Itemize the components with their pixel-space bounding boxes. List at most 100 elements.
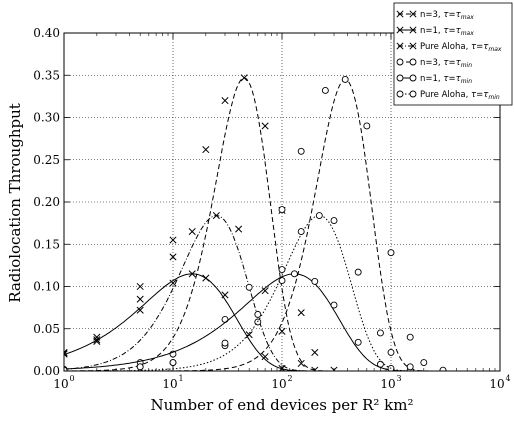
data-point xyxy=(235,225,243,233)
x-tick-exponent: 4 xyxy=(505,374,510,383)
data-point xyxy=(64,366,68,371)
data-point xyxy=(354,338,362,346)
x-tick-label: 10 xyxy=(53,377,68,391)
legend-marker xyxy=(409,42,417,50)
data-point xyxy=(297,309,305,317)
data-point xyxy=(261,287,269,295)
data-point xyxy=(341,76,349,83)
y-axis-title: Radiolocation Throughput xyxy=(6,103,24,303)
y-tick-label: 0.10 xyxy=(33,280,60,294)
y-tick-label: 0.00 xyxy=(33,364,60,378)
data-point xyxy=(290,270,298,278)
data-point xyxy=(311,366,319,371)
data-point xyxy=(202,274,210,282)
data-point xyxy=(188,270,196,278)
x-tick-exponent: 0 xyxy=(69,374,74,383)
data-point xyxy=(387,249,395,257)
legend-marker xyxy=(409,58,417,66)
data-point xyxy=(376,329,384,337)
x-axis-title: Number of end devices per R² km² xyxy=(151,396,414,414)
data-point xyxy=(254,310,262,318)
legend-marker xyxy=(396,26,404,34)
legend-label: Pure Aloha, τ=τmax xyxy=(420,42,502,53)
data-point xyxy=(169,279,177,287)
plot-frame xyxy=(63,32,501,372)
data-point xyxy=(212,211,220,220)
y-tick-label: 0.15 xyxy=(33,237,60,251)
data-point xyxy=(420,359,428,366)
data-point xyxy=(169,236,177,244)
data-point xyxy=(261,353,269,361)
data-point xyxy=(245,331,253,339)
data-point xyxy=(245,283,253,291)
y-tick-label: 0.25 xyxy=(33,153,60,167)
legend-label: n=3, τ=τmin xyxy=(420,58,472,69)
data-point xyxy=(93,337,101,345)
legend-marker xyxy=(409,74,417,82)
data-point xyxy=(136,282,144,291)
data-point xyxy=(406,333,414,341)
data-point xyxy=(64,349,68,357)
data-point xyxy=(297,359,305,367)
series-2 xyxy=(64,211,500,371)
legend-label: Pure Aloha, τ=τmin xyxy=(420,90,500,101)
legend-label: n=3, τ=τmax xyxy=(420,10,474,21)
series-line xyxy=(64,77,500,371)
data-point xyxy=(169,253,177,261)
data-point xyxy=(278,266,286,274)
data-point xyxy=(315,212,323,219)
data-point xyxy=(354,268,362,276)
y-tick-label: 0.35 xyxy=(33,68,60,82)
legend-marker xyxy=(396,90,404,98)
data-point xyxy=(330,366,338,371)
y-tick-label: 0.40 xyxy=(33,26,60,40)
legend-marker xyxy=(409,10,417,18)
data-point xyxy=(278,277,286,285)
x-tick-label: 10 xyxy=(271,377,286,391)
y-tick-label: 0.30 xyxy=(33,111,60,125)
data-point xyxy=(311,348,319,356)
y-tick-label: 0.05 xyxy=(33,322,60,336)
data-point xyxy=(136,306,144,314)
data-point xyxy=(406,363,414,371)
series-line xyxy=(64,273,500,371)
data-point xyxy=(321,87,329,94)
data-point xyxy=(64,348,68,356)
data-point xyxy=(221,339,229,347)
data-point xyxy=(387,348,395,356)
legend-label: n=1, τ=τmax xyxy=(420,26,474,37)
series-1 xyxy=(64,270,500,371)
series-5 xyxy=(64,212,500,371)
legend-box xyxy=(393,2,513,106)
legend-marker xyxy=(409,90,417,98)
data-point xyxy=(297,228,305,236)
x-tick-exponent: 1 xyxy=(178,374,183,383)
series-0 xyxy=(64,74,500,371)
legend-marker xyxy=(396,74,404,82)
data-point xyxy=(311,277,319,285)
legend-marker xyxy=(409,26,417,34)
legend-marker xyxy=(396,42,404,50)
x-tick-label: 10 xyxy=(380,377,395,391)
series-line xyxy=(64,214,500,371)
data-point xyxy=(202,146,210,154)
data-point xyxy=(439,366,447,371)
data-point xyxy=(64,350,68,358)
data-point xyxy=(330,217,338,225)
data-point xyxy=(261,122,269,130)
data-point xyxy=(363,122,371,130)
x-tick-exponent: 3 xyxy=(396,374,401,383)
data-point xyxy=(330,301,338,309)
data-point xyxy=(240,74,248,82)
x-tick-exponent: 2 xyxy=(287,374,292,383)
data-point xyxy=(221,97,229,105)
x-tick-label: 10 xyxy=(489,377,504,391)
legend-label: n=1, τ=τmin xyxy=(420,74,472,85)
data-point xyxy=(221,291,229,299)
data-point xyxy=(278,206,286,214)
data-point xyxy=(136,295,144,303)
x-tick-label: 10 xyxy=(162,377,177,391)
legend-marker xyxy=(396,58,404,66)
data-point xyxy=(169,359,177,366)
